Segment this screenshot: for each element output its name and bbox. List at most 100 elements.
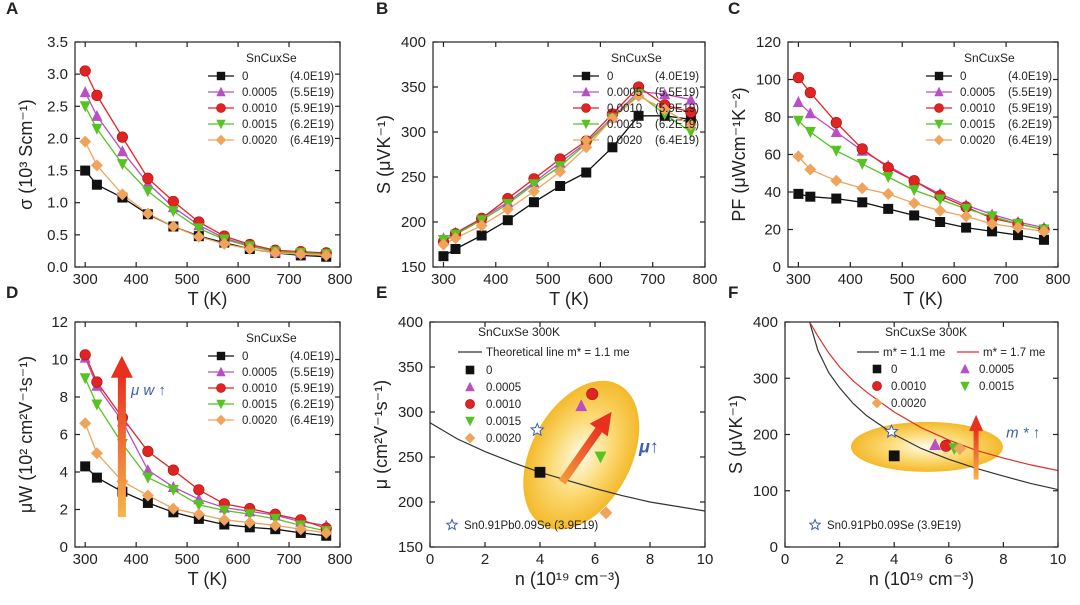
legend-label: 0 (486, 365, 492, 377)
y-tick-label: 350 (398, 359, 423, 376)
panel-c: 300 400 500 600 700 800 0 20 40 60 80 100 120 T (K) PF… (728, 0, 1071, 309)
x-tick-label: 0 (781, 551, 789, 568)
data-point-x0 (528, 197, 539, 208)
y-tick-label: 40 (764, 184, 781, 201)
legend-marker (465, 365, 475, 375)
data-point-x0020 (830, 174, 843, 187)
data-point-x0015 (91, 399, 103, 411)
legend-density: (4.0E19) (290, 71, 334, 83)
y-axis-label: σ (10³ Scm⁻¹) (16, 99, 36, 210)
data-point-x0005 (575, 399, 588, 412)
data-point-x0010 (193, 484, 205, 496)
legend-marker (216, 366, 226, 377)
y-tick-label: 3.5 (47, 34, 68, 51)
data-point-x0020 (501, 203, 514, 216)
y-tick-label: 400 (401, 34, 426, 51)
mobility-arrow-shaft (558, 427, 603, 485)
data-point-x0015 (792, 115, 804, 127)
y-tick-label: 0 (60, 539, 68, 556)
y-tick-label: 0 (773, 259, 781, 276)
data-point-x0 (91, 179, 102, 190)
series-line-x0 (84, 170, 327, 258)
legend-reference-label: Sn0.91Pb0.09Se (3.9E19) (827, 520, 961, 532)
y-tick-label: 6 (60, 427, 68, 444)
data-point-x0020 (1012, 221, 1025, 234)
data-point-x0020 (934, 204, 947, 217)
data-point-x0005 (792, 96, 804, 107)
legend-label: 0.0005 (242, 367, 277, 379)
data-point-x0020 (792, 150, 805, 163)
x-axis-label: n (10¹⁹ cm⁻³) (869, 569, 974, 589)
data-point-x0020 (908, 197, 921, 210)
x-tick-label: 800 (327, 551, 352, 568)
legend-density: (5.9E19) (655, 103, 699, 115)
data-point-x0015 (244, 509, 256, 521)
legend-marker (216, 351, 226, 361)
legend-marker (465, 416, 475, 427)
x-tick-label: 700 (277, 551, 302, 568)
data-point-x0 (883, 203, 894, 214)
data-point-x0 (888, 450, 900, 462)
x-tick-label: 400 (124, 551, 149, 568)
legend-label: 0.0015 (486, 416, 521, 428)
legend-marker (934, 119, 944, 130)
data-point-x0 (450, 244, 461, 254)
legend-theory-label: Theoretical line m* = 1.1 me (486, 347, 630, 359)
x-tick-label: 0 (426, 551, 434, 568)
data-point-x0010 (91, 376, 103, 388)
data-point-x0020 (218, 237, 231, 250)
legend-label: 0.0020 (891, 398, 926, 410)
legend-density: (6.2E19) (655, 119, 699, 131)
legend-marker (216, 399, 226, 410)
data-point-x0 (857, 197, 868, 208)
data-point-x0005 (659, 88, 671, 100)
data-point-x0015 (882, 172, 894, 183)
legend-marker (872, 381, 882, 391)
legend-label: 0.0010 (242, 103, 277, 115)
data-point-x0015 (908, 185, 920, 197)
data-point-x0015 (269, 513, 281, 525)
legend-label: 0.0005 (242, 87, 277, 99)
legend-label: 0 (242, 71, 248, 83)
data-point-x0020 (243, 243, 256, 255)
x-tick-label: 500 (890, 271, 915, 288)
legend-density: (6.4E19) (290, 415, 334, 427)
legend-density: (5.5E19) (290, 367, 334, 379)
mobility-arrow-shaft (117, 373, 126, 517)
y-axis-label: PF (μWcm⁻¹K⁻²) (729, 87, 749, 221)
data-point-x0015 (142, 186, 154, 198)
x-tick-label: 800 (692, 271, 717, 288)
legend-marker (933, 134, 945, 146)
legend-marker (215, 414, 227, 426)
data-point-x0020 (658, 103, 671, 116)
data-point-x0015 (804, 127, 816, 138)
x-tick-label: 2 (835, 551, 843, 568)
x-tick-label: 700 (640, 271, 665, 288)
legend-label: 0.0005 (960, 87, 995, 99)
data-point-x0010 (685, 106, 697, 118)
legend-density: (4.0E19) (1008, 71, 1052, 83)
data-point-x0 (502, 215, 513, 226)
data-point-x0020 (554, 165, 567, 178)
data-point-x0020 (449, 232, 462, 245)
legend-marker (581, 103, 591, 113)
legend-label: 0.0010 (960, 103, 995, 115)
x-tick-label: 8 (646, 551, 654, 568)
data-point-x0020 (599, 506, 613, 520)
legend-reference-star (808, 518, 822, 531)
legend-marker (216, 103, 226, 113)
data-point-x0005 (929, 438, 942, 451)
y-axis-label: S (μVK⁻¹) (374, 115, 394, 194)
data-point-x0015 (830, 145, 842, 157)
data-point-x0020 (167, 220, 180, 233)
legend-label: 0 (960, 71, 966, 83)
x-tick-label: 8 (999, 551, 1007, 568)
x-tick-label: 300 (73, 551, 98, 568)
y-axis-label: μW (10² cm²V⁻¹s⁻¹) (16, 356, 36, 513)
legend-density: (6.4E19) (1008, 135, 1052, 147)
legend-density: (6.2E19) (290, 119, 334, 131)
data-point-x0 (555, 181, 566, 191)
panel-e: 0 2 4 6 8 10 150 200 250 300 350 400 n (10¹⁹ cm⁻³) μ … (371, 283, 713, 589)
data-point-x0020 (580, 141, 593, 154)
